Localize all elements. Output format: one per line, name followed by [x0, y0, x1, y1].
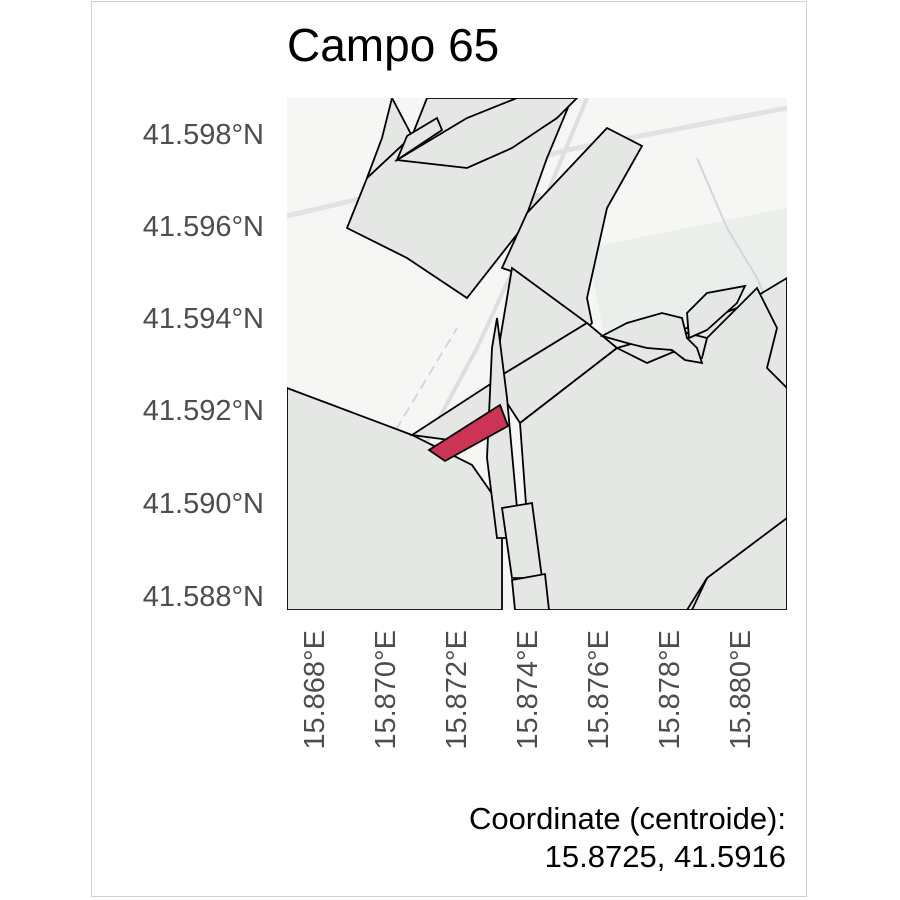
field-parcel [686, 284, 747, 340]
lon-tick-label: 15.870°E [370, 630, 402, 750]
field-parcel [395, 116, 444, 163]
centroid-caption: Coordinate (centroide): 15.8725, 41.5916 [469, 800, 786, 876]
field-parcel [511, 572, 550, 610]
centroid-value: 15.8725, 41.5916 [544, 839, 786, 874]
lat-tick-label: 41.598°N [142, 119, 264, 151]
lat-tick-label: 41.590°N [142, 488, 264, 520]
field-parcel [287, 387, 503, 610]
lat-tick-label: 41.596°N [142, 211, 264, 243]
field-parcel [394, 98, 579, 169]
lon-tick-label: 15.878°E [654, 630, 686, 750]
lat-tick-label: 41.594°N [142, 303, 264, 335]
map-title: Campo 65 [287, 19, 500, 71]
lon-tick-label: 15.880°E [725, 630, 757, 750]
lon-tick-label: 15.868°E [299, 630, 331, 750]
lat-tick-label: 41.588°N [142, 581, 264, 613]
basemap-road-dashed [287, 327, 458, 569]
centroid-label: Coordinate (centroide): [468, 801, 786, 836]
lon-tick-label: 15.876°E [583, 630, 615, 750]
lon-tick-label: 15.872°E [441, 630, 473, 750]
field-parcel [599, 312, 704, 365]
lon-tick-label: 15.874°E [512, 630, 544, 750]
field-parcels [287, 98, 787, 610]
map-panel[interactable] [287, 98, 787, 610]
field-parcel [366, 98, 414, 179]
lat-tick-label: 41.592°N [142, 395, 264, 427]
highlighted-field[interactable] [427, 403, 510, 463]
